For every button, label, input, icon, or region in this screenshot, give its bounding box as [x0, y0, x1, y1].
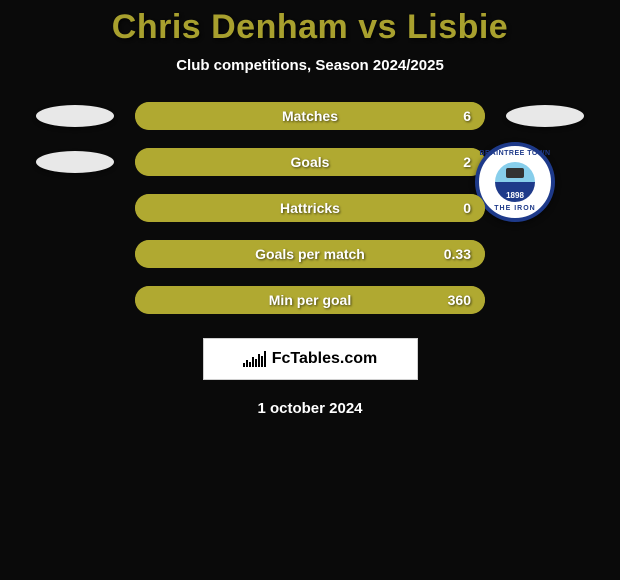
fctables-label: FcTables.com — [272, 350, 378, 368]
stat-row: Matches 6 — [0, 102, 620, 130]
stat-label: Goals — [291, 154, 330, 170]
stat-value-right: 360 — [448, 292, 471, 308]
stat-row: Goals per match 0.33 — [0, 240, 620, 268]
stat-value-right: 2 — [463, 154, 471, 170]
stat-bar-goals: Goals 2 — [135, 148, 485, 176]
stat-value-right: 0 — [463, 200, 471, 216]
stat-bar-min-per-goal: Min per goal 360 — [135, 286, 485, 314]
page-title: Chris Denham vs Lisbie — [112, 8, 508, 47]
stat-value-right: 6 — [463, 108, 471, 124]
stat-bar-goals-per-match: Goals per match 0.33 — [135, 240, 485, 268]
stat-bar-hattricks: Hattricks 0 — [135, 194, 485, 222]
subtitle: Club competitions, Season 2024/2025 — [176, 57, 444, 74]
stat-row: Min per goal 360 — [0, 286, 620, 314]
left-badge-slot — [35, 151, 115, 173]
stat-label: Hattricks — [280, 200, 340, 216]
player-badge-right — [506, 105, 584, 127]
infographic-container: Chris Denham vs Lisbie Club competitions… — [0, 0, 620, 417]
date-label: 1 october 2024 — [257, 400, 362, 417]
bar-chart-icon — [243, 351, 266, 367]
player-badge-left — [36, 151, 114, 173]
left-badge-slot — [35, 105, 115, 127]
stats-block: Matches 6 Goals 2 BRAINTREE TOWN 1898 — [0, 102, 620, 314]
stat-label: Goals per match — [255, 246, 365, 262]
club-name-top: BRAINTREE TOWN — [479, 150, 550, 157]
fctables-attribution[interactable]: FcTables.com — [203, 338, 418, 380]
stat-bar-matches: Matches 6 — [135, 102, 485, 130]
stat-row: Goals 2 BRAINTREE TOWN 1898 THE IRON — [0, 148, 620, 176]
stat-label: Min per goal — [269, 292, 351, 308]
player-badge-left — [36, 105, 114, 127]
stat-value-right: 0.33 — [444, 246, 471, 262]
right-badge-slot — [505, 105, 585, 127]
stat-label: Matches — [282, 108, 338, 124]
stat-row: Hattricks 0 — [0, 194, 620, 222]
